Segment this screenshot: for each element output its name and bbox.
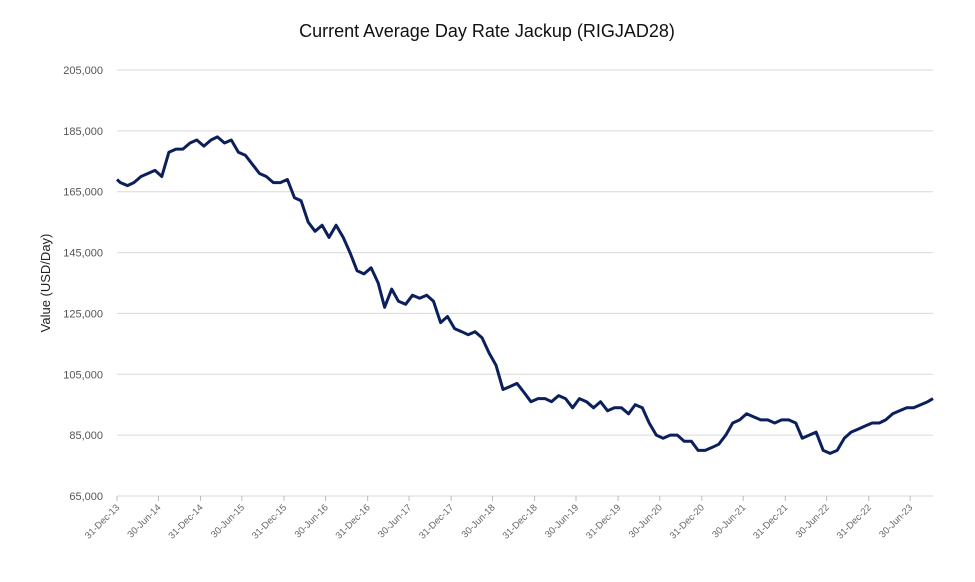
x-tick-label: 31-Dec-21 bbox=[751, 502, 790, 541]
x-tick-label: 31-Dec-16 bbox=[334, 502, 373, 541]
x-tick-label: 30-Jun-21 bbox=[710, 502, 748, 540]
y-tick-label: 125,000 bbox=[63, 308, 103, 320]
y-tick-label: 185,000 bbox=[63, 126, 103, 138]
x-tick-label: 30-Jun-14 bbox=[125, 502, 163, 540]
x-tick-label: 30-Jun-15 bbox=[209, 502, 247, 540]
x-tick-label: 30-Jun-18 bbox=[460, 502, 498, 540]
x-tick-label: 31-Dec-20 bbox=[668, 502, 707, 541]
y-tick-label: 85,000 bbox=[69, 430, 103, 442]
x-tick-label: 30-Jun-22 bbox=[794, 502, 832, 540]
y-tick-label: 145,000 bbox=[63, 248, 103, 260]
y-axis-label: Value (USD/Day) bbox=[38, 234, 53, 333]
line bbox=[115, 135, 934, 455]
x-tick-label: 31-Dec-14 bbox=[166, 502, 205, 541]
x-tick-label: 30-Jun-20 bbox=[627, 502, 665, 540]
x-tick-label: 30-Jun-17 bbox=[376, 502, 414, 540]
y-tick-label: 105,000 bbox=[63, 369, 103, 381]
y-tick-label: 165,000 bbox=[63, 187, 103, 199]
y-tick-label: 65,000 bbox=[69, 491, 103, 503]
y-tick-label: 205,000 bbox=[63, 65, 103, 77]
x-tick-label: 30-Jun-23 bbox=[877, 502, 915, 540]
x-tick-label: 31-Dec-17 bbox=[417, 502, 456, 541]
x-tick-label: 31-Dec-18 bbox=[501, 502, 540, 541]
x-tick-label: 30-Jun-16 bbox=[293, 502, 331, 540]
x-tick-label: 31-Dec-15 bbox=[250, 502, 289, 541]
x-tick-label: 30-Jun-19 bbox=[543, 502, 581, 540]
x-tick-label: 31-Dec-22 bbox=[835, 502, 874, 541]
chart-title: Current Average Day Rate Jackup (RIGJAD2… bbox=[299, 21, 675, 41]
x-tick-label: 31-Dec-13 bbox=[83, 502, 122, 541]
x-tick-label: 31-Dec-19 bbox=[584, 502, 623, 541]
